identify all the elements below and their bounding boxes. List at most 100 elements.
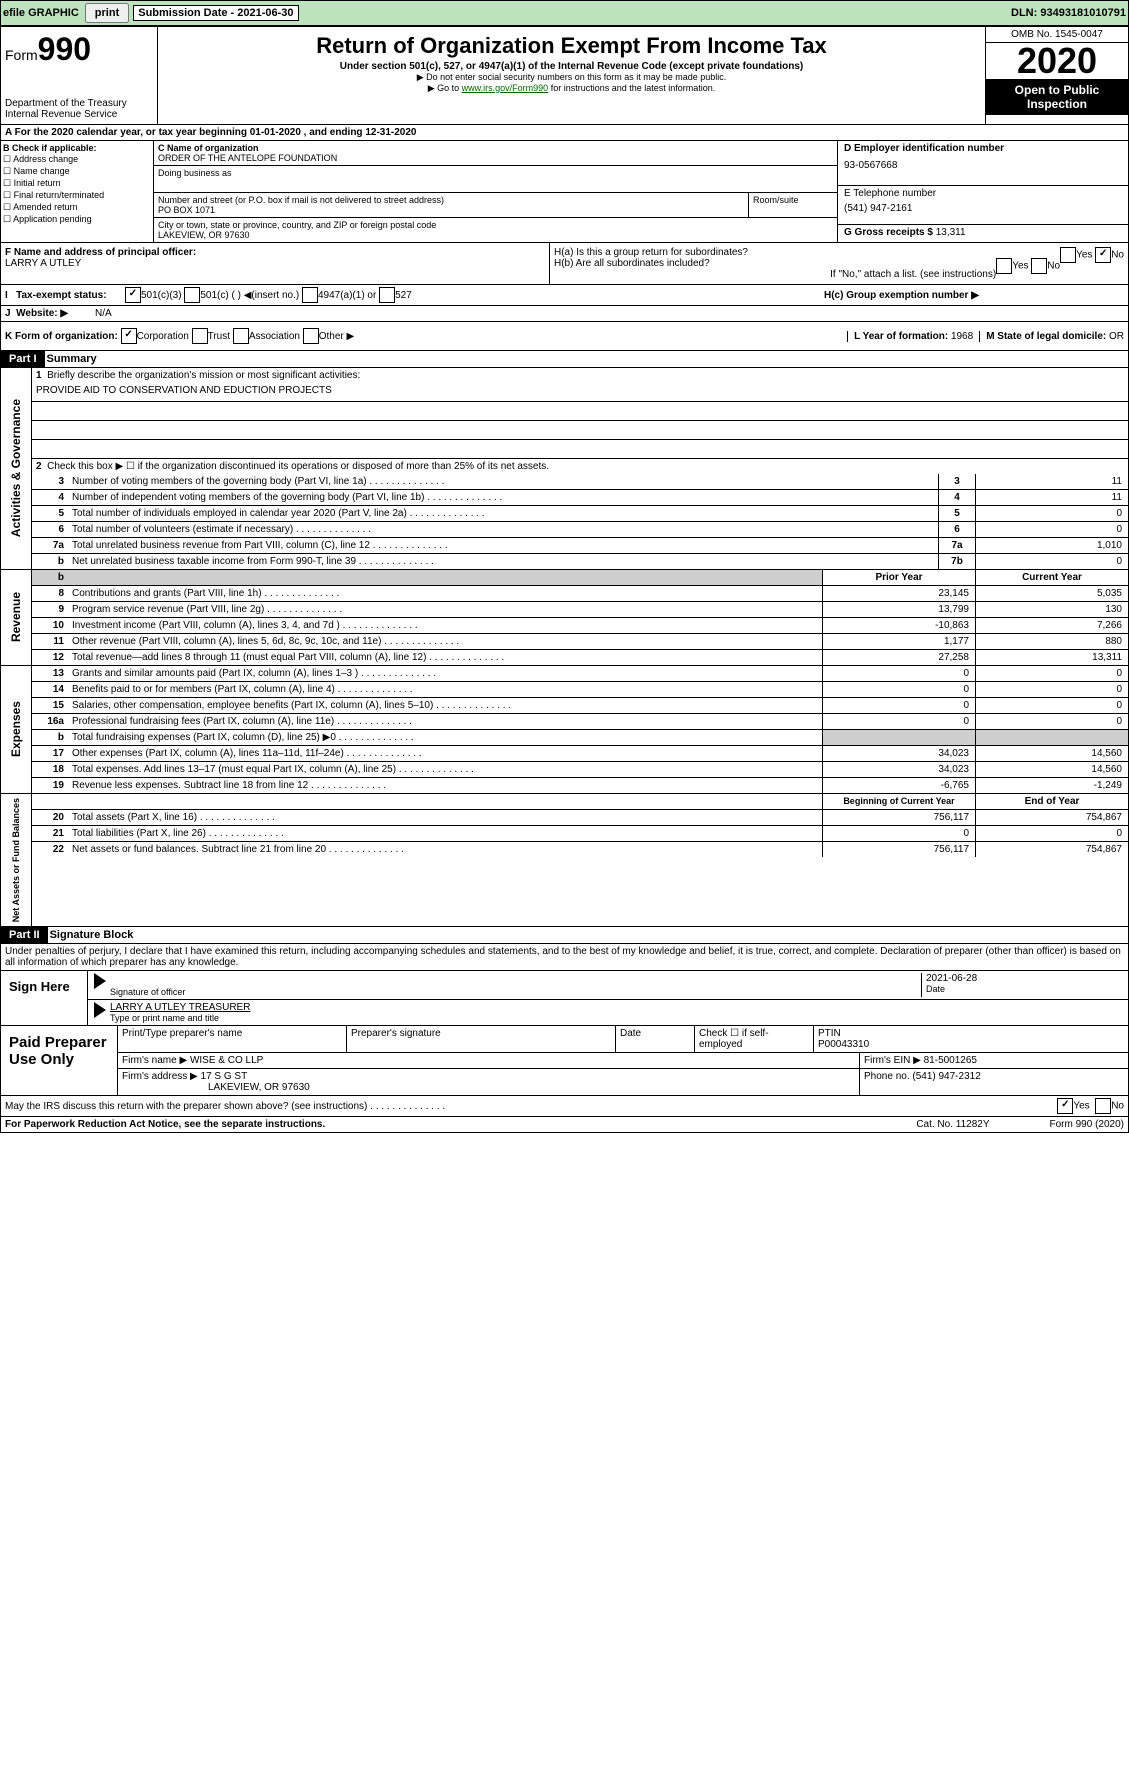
arrow-icon-2 (94, 1002, 106, 1018)
ha-no-checkbox[interactable]: ✓ (1095, 247, 1111, 263)
curr-15: 0 (975, 698, 1128, 713)
i-o4: 527 (395, 290, 412, 301)
tax-period: A For the 2020 calendar year, or tax yea… (1, 125, 1128, 141)
check-name-change[interactable]: ☐ Name change (3, 166, 151, 177)
prior-17: 34,023 (822, 746, 975, 761)
print-name-label: Type or print name and title (110, 1013, 250, 1023)
4947-checkbox[interactable] (302, 287, 318, 303)
line-6: Total number of volunteers (estimate if … (68, 522, 938, 537)
discuss-yes: Yes (1073, 1101, 1089, 1112)
curr-18: 14,560 (975, 762, 1128, 777)
form-title: Return of Organization Exempt From Incom… (162, 33, 981, 59)
revenue-side: Revenue (7, 588, 25, 646)
firm-name-label: Firm's name ▶ (122, 1055, 187, 1066)
curr-b (975, 730, 1128, 745)
firm-ein: 81-5001265 (924, 1055, 977, 1066)
assoc-checkbox[interactable] (233, 328, 249, 344)
line-8: Contributions and grants (Part VIII, lin… (68, 586, 822, 601)
check-application-pending[interactable]: ☐ Application pending (3, 214, 151, 225)
part-ii-header: Part II (1, 927, 48, 943)
corp-checkbox[interactable]: ✓ (121, 328, 137, 344)
curr-17: 14,560 (975, 746, 1128, 761)
state-domicile: OR (1109, 331, 1124, 342)
h-c: H(c) Group exemption number ▶ (824, 290, 979, 301)
phone-label: E Telephone number (844, 188, 1122, 199)
city-state-zip: LAKEVIEW, OR 97630 (158, 230, 250, 240)
year-formation: 1968 (951, 331, 973, 342)
form-word: Form (5, 47, 38, 63)
discuss-no-checkbox[interactable] (1095, 1098, 1111, 1114)
check-amended-return[interactable]: ☐ Amended return (3, 202, 151, 213)
print-button[interactable]: print (85, 3, 129, 23)
dept-treasury: Department of the Treasury Internal Reve… (5, 98, 153, 120)
form-footer: Form 990 (2020) (1050, 1119, 1124, 1130)
curr-11: 880 (975, 634, 1128, 649)
paperwork-notice: For Paperwork Reduction Act Notice, see … (5, 1119, 325, 1130)
gross-label: G Gross receipts $ (844, 227, 936, 238)
no-lbl2: No (1047, 261, 1060, 272)
val-5: 0 (975, 506, 1128, 521)
line-18: Total expenses. Add lines 13–17 (must eq… (68, 762, 822, 777)
prior-21: 0 (822, 826, 975, 841)
check-initial-return[interactable]: ☐ Initial return (3, 178, 151, 189)
sign-here: Sign Here (1, 971, 88, 1025)
form990-link[interactable]: www.irs.gov/Form990 (462, 83, 549, 93)
line-b: Total fundraising expenses (Part IX, col… (68, 730, 822, 745)
mission-label: Briefly describe the organization's miss… (47, 370, 360, 381)
line-b: Net unrelated business taxable income fr… (68, 554, 938, 569)
website-value: N/A (95, 308, 112, 319)
activities-side: Activities & Governance (7, 395, 25, 541)
goto-pre: ▶ Go to (428, 83, 462, 93)
officer-print-name: LARRY A UTLEY TREASURER (110, 1002, 250, 1013)
discuss-no: No (1111, 1101, 1124, 1112)
other-checkbox[interactable] (303, 328, 319, 344)
ptin-label: PTIN (818, 1028, 1124, 1039)
firm-name: WISE & CO LLP (190, 1055, 263, 1066)
hb-no-checkbox[interactable] (1031, 258, 1047, 274)
prior-18: 34,023 (822, 762, 975, 777)
gross-value: 13,311 (936, 227, 966, 238)
prior-16a: 0 (822, 714, 975, 729)
m-label: M State of legal domicile: (986, 331, 1109, 342)
ptin-value: P00043310 (818, 1039, 1124, 1050)
cat-no: Cat. No. 11282Y (916, 1119, 989, 1130)
line-7a: Total unrelated business revenue from Pa… (68, 538, 938, 553)
hb-yes-checkbox[interactable] (996, 258, 1012, 274)
check-final-return-terminated[interactable]: ☐ Final return/terminated (3, 190, 151, 201)
prior-20: 756,117 (822, 810, 975, 825)
curr-16a: 0 (975, 714, 1128, 729)
prior-9: 13,799 (822, 602, 975, 617)
subtitle: Under section 501(c), 527, or 4947(a)(1)… (162, 61, 981, 72)
prep-sig-hdr: Preparer's signature (347, 1026, 616, 1052)
open-to-public: Open to Public Inspection (986, 79, 1128, 115)
instruction-1: ▶ Do not enter social security numbers o… (162, 72, 981, 83)
prior-22: 756,117 (822, 842, 975, 857)
efile-label: efile GRAPHIC (3, 7, 79, 19)
k-label: K Form of organization: (5, 331, 118, 342)
org-name-label: C Name of organization (158, 143, 833, 153)
room-label: Room/suite (753, 195, 799, 205)
val-4: 11 (975, 490, 1128, 505)
trust-checkbox[interactable] (192, 328, 208, 344)
527-checkbox[interactable] (379, 287, 395, 303)
line-22: Net assets or fund balances. Subtract li… (68, 842, 822, 857)
501c-checkbox[interactable] (184, 287, 200, 303)
line-15: Salaries, other compensation, employee b… (68, 698, 822, 713)
ha-yes-checkbox[interactable] (1060, 247, 1076, 263)
officer-label: F Name and address of principal officer: (5, 247, 545, 258)
line-4: Number of independent voting members of … (68, 490, 938, 505)
k-assoc: Association (249, 331, 300, 342)
sig-date-label: Date (926, 984, 1126, 994)
firm-phone: (541) 947-2312 (912, 1071, 980, 1082)
curr-8: 5,035 (975, 586, 1128, 601)
501c3-checkbox[interactable]: ✓ (125, 287, 141, 303)
mission-text: PROVIDE AID TO CONSERVATION AND EDUCTION… (32, 383, 1128, 402)
prior-11: 1,177 (822, 634, 975, 649)
prior-13: 0 (822, 666, 975, 681)
check-address-change[interactable]: ☐ Address change (3, 154, 151, 165)
tax-status-label: I Tax-exempt status: (5, 290, 125, 301)
discuss-yes-checkbox[interactable]: ✓ (1057, 1098, 1073, 1114)
line-5: Total number of individuals employed in … (68, 506, 938, 521)
i-o3: 4947(a)(1) or (318, 290, 376, 301)
firm-addr2: LAKEVIEW, OR 97630 (122, 1082, 855, 1093)
